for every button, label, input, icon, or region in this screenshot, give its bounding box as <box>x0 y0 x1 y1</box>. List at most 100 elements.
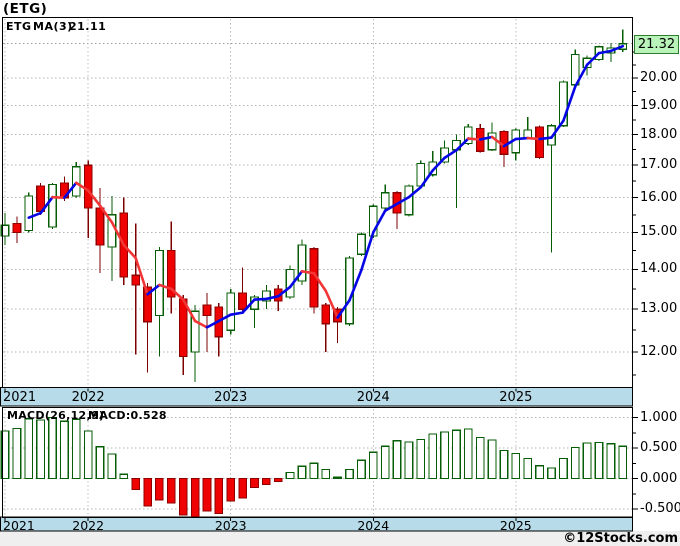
macd-bar <box>83 430 93 480</box>
macd-bar <box>547 467 556 480</box>
macd-histogram-layer <box>0 416 628 517</box>
macd-bar <box>12 427 22 480</box>
ma-segment <box>193 319 209 329</box>
year-label: 2021 <box>3 518 35 533</box>
ma-segment <box>312 271 328 293</box>
macd-bar <box>511 452 521 480</box>
candle-body <box>143 286 152 323</box>
ma-segment <box>573 63 589 88</box>
macd-bar <box>48 416 57 480</box>
ma-segment <box>51 195 66 200</box>
ma-segment <box>455 137 470 152</box>
macd-bar <box>155 478 164 501</box>
candle-body <box>523 129 533 139</box>
macd-bar <box>273 478 283 483</box>
macd-axis-label: 0.500 <box>640 440 678 455</box>
price-axis-label: 19.00 <box>640 97 678 113</box>
macd-bar <box>0 430 10 480</box>
year-label: 2024 <box>356 390 390 405</box>
candle-body <box>24 195 34 232</box>
macd-bar <box>167 478 176 504</box>
candle-body <box>83 164 93 209</box>
candle-body <box>131 274 141 286</box>
price-axis-label: 18.00 <box>640 126 678 142</box>
watermark-link[interactable]: ©12Stocks.com <box>563 531 678 546</box>
macd-bar <box>321 468 331 480</box>
candle-body <box>226 292 236 331</box>
macd-params-label: MACD(26,12,9) <box>7 409 105 422</box>
ma-segment <box>419 169 434 189</box>
macd-axis-label: -0.500 <box>640 501 680 516</box>
candle-body <box>357 233 366 255</box>
macd-bar <box>238 478 247 499</box>
macd-bar <box>475 437 485 480</box>
macd-bar <box>392 440 402 480</box>
ma-segment <box>502 137 518 148</box>
candle-body <box>558 81 568 127</box>
macd-bar <box>131 478 140 490</box>
ma-segment <box>134 256 149 296</box>
ma-segment <box>550 119 565 139</box>
ma-segment <box>74 181 90 192</box>
macd-bar <box>285 471 295 480</box>
ma-segment <box>39 195 54 215</box>
price-axis-label: 16.00 <box>640 189 678 205</box>
macd-axis-label: 1.000 <box>640 409 678 425</box>
macd-bar <box>523 457 533 480</box>
macd-bar <box>618 445 628 480</box>
macd-bar <box>594 441 604 480</box>
candle-body <box>463 126 473 145</box>
year-label: 2023 <box>214 390 248 405</box>
ma-segment <box>288 270 304 289</box>
ma-segment <box>562 85 577 123</box>
candle-body <box>238 292 248 310</box>
legend-symbol: ETG <box>6 20 32 33</box>
ma-segment <box>478 135 494 141</box>
ma-segment <box>205 319 221 329</box>
candle-body <box>48 183 57 228</box>
candles-layer <box>0 29 628 382</box>
ma-segment <box>27 211 42 219</box>
ma-segment <box>265 294 280 301</box>
price-axis-label: 15.00 <box>640 224 678 240</box>
legend-ma-value: 21.11 <box>69 20 107 33</box>
ma-segment <box>253 297 268 301</box>
candle-body <box>487 132 497 151</box>
macd-bar <box>59 420 69 480</box>
candle-body <box>321 304 331 325</box>
macd-bar <box>368 451 378 480</box>
macd-bar <box>499 449 509 480</box>
ma-segment <box>336 298 351 319</box>
ma-segment <box>98 204 114 224</box>
ma-segment <box>63 181 78 200</box>
ma-segment <box>146 283 161 296</box>
macd-bar <box>570 446 580 480</box>
ma-segment <box>431 156 446 172</box>
price-axis-label: 13.00 <box>640 301 678 317</box>
macd-axis-label: 0.000 <box>640 470 678 486</box>
macd-bar <box>487 439 497 480</box>
year-label: 2024 <box>357 518 390 533</box>
macd-bar <box>416 438 426 480</box>
ma-segment <box>395 195 411 206</box>
candle-body <box>261 290 271 302</box>
candle-body <box>428 161 438 176</box>
macd-bar <box>226 478 236 502</box>
macd-bar <box>95 446 105 480</box>
macd-bar <box>345 468 354 480</box>
macd-bar <box>309 462 319 480</box>
macd-bar <box>558 457 568 480</box>
year-label: 2023 <box>214 518 247 533</box>
candle-body <box>155 249 164 316</box>
price-axis-label: 12.00 <box>640 344 678 360</box>
macd-bar <box>250 478 259 489</box>
macd-bar <box>582 442 592 480</box>
macd-bar <box>178 478 188 516</box>
legend-ma-label: MA(3) <box>33 20 73 33</box>
macd-bar <box>262 478 271 486</box>
last-price-tag: 21.32 <box>634 34 679 54</box>
macd-bar <box>535 465 544 480</box>
ma-segment <box>383 202 399 213</box>
candle-body <box>190 310 200 353</box>
